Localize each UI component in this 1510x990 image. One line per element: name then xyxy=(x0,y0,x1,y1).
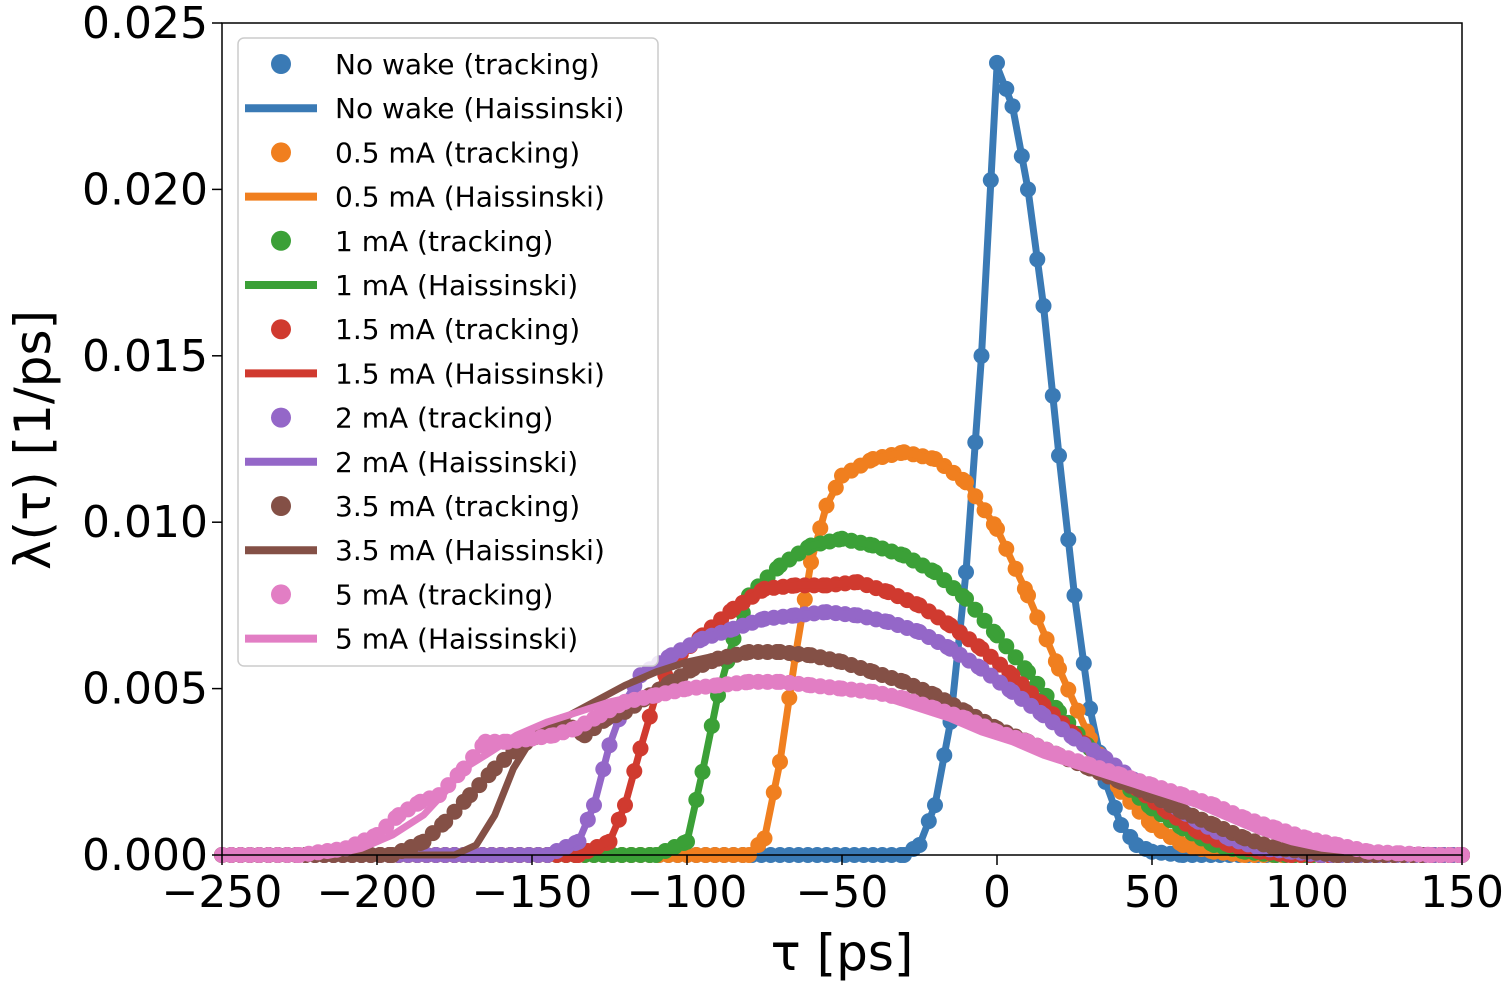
y-axis-label: λ(τ) [1/ps] xyxy=(4,310,62,570)
legend-label: 3.5 mA (Haissinski) xyxy=(335,534,605,567)
y-tick-label: 0.005 xyxy=(82,664,208,715)
x-tick-label: −200 xyxy=(317,867,438,918)
legend-marker-tracking xyxy=(271,230,291,251)
y-tick-label: 0.010 xyxy=(82,497,208,548)
legend-label: 5 mA (tracking) xyxy=(335,578,553,611)
y-tick-label: 0.000 xyxy=(82,830,208,881)
legend-marker-tracking xyxy=(271,54,291,74)
legend-label: 0.5 mA (Haissinski) xyxy=(335,181,605,214)
x-axis: −250 −200 −150 −100 −50 0 50 100 150 xyxy=(162,855,1504,918)
y-tick-label: 0.020 xyxy=(82,164,208,215)
x-tick-label: −250 xyxy=(162,867,283,918)
x-axis-label: τ [ps] xyxy=(771,924,914,982)
legend-marker-tracking xyxy=(271,407,291,428)
legend-label: No wake (Haissinski) xyxy=(335,92,625,125)
x-tick-label: 50 xyxy=(1124,867,1180,918)
haissinski-line xyxy=(222,678,1462,859)
legend-label: 1 mA (Haissinski) xyxy=(335,269,578,302)
legend-marker-tracking xyxy=(271,319,291,340)
haissinski-line xyxy=(222,62,1462,859)
x-tick-label: −100 xyxy=(627,867,748,918)
x-tick-label: 100 xyxy=(1265,867,1349,918)
legend-label: 5 mA (Haissinski) xyxy=(335,623,578,656)
legend-label: 1.5 mA (tracking) xyxy=(335,313,580,346)
haissinski-line xyxy=(222,448,1462,859)
legend-marker-tracking xyxy=(271,142,291,163)
legend-label: 1 mA (tracking) xyxy=(335,225,553,258)
x-tick-label: −150 xyxy=(472,867,593,918)
legend-label: 2 mA (Haissinski) xyxy=(335,446,578,479)
legend-label: 2 mA (tracking) xyxy=(335,402,553,435)
x-tick-label: 150 xyxy=(1420,867,1504,918)
legend-label: 1.5 mA (Haissinski) xyxy=(335,357,605,390)
y-tick-label: 0.015 xyxy=(82,331,208,382)
legend-label: No wake (tracking) xyxy=(335,48,600,81)
haissinski-line xyxy=(222,578,1462,859)
legend-marker-tracking xyxy=(271,496,291,516)
legend: No wake (tracking) No wake (Haissinski) 0.… xyxy=(237,37,659,667)
y-axis: 0.000 0.005 0.010 0.015 0.020 0.025 xyxy=(82,0,222,881)
legend-label: 3.5 mA (tracking) xyxy=(335,490,580,523)
y-tick-label: 0.025 xyxy=(82,0,208,49)
tracking-point xyxy=(471,777,488,794)
legend-label: 0.5 mA (tracking) xyxy=(335,136,580,169)
x-tick-label: 0 xyxy=(983,867,1011,918)
tracking-point xyxy=(462,787,478,804)
legend-marker-tracking xyxy=(271,584,291,605)
series-5-ma xyxy=(214,673,1470,863)
x-tick-label: −50 xyxy=(796,867,889,918)
legend-frame xyxy=(237,37,659,667)
tracking-point xyxy=(437,813,454,830)
